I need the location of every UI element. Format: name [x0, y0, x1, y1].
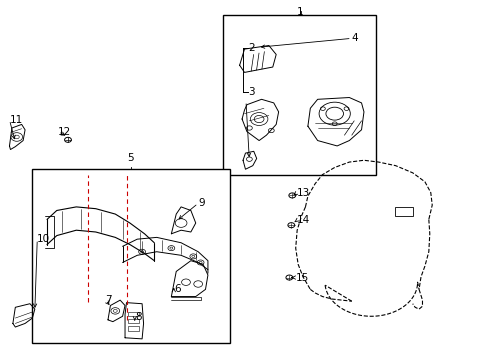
Text: 11: 11 [9, 115, 22, 125]
Bar [128, 312, 139, 316]
Text: 4: 4 [351, 33, 358, 43]
Text: 13: 13 [297, 188, 310, 198]
Text: 15: 15 [295, 273, 308, 283]
Text: 6: 6 [173, 284, 180, 294]
Text: 9: 9 [198, 198, 204, 208]
Bar [394, 207, 412, 216]
Bar [222, 15, 375, 175]
Text: 2: 2 [248, 43, 255, 53]
Text: 1: 1 [297, 7, 303, 17]
Text: 10: 10 [37, 234, 50, 244]
Text: 12: 12 [58, 127, 71, 136]
Text: 3: 3 [248, 87, 255, 97]
Bar [128, 319, 139, 323]
Text: 14: 14 [297, 215, 310, 225]
Bar [128, 326, 139, 330]
Bar [32, 169, 229, 343]
Text: 7: 7 [105, 295, 112, 305]
Text: 5: 5 [127, 153, 134, 163]
Text: 8: 8 [135, 312, 141, 322]
